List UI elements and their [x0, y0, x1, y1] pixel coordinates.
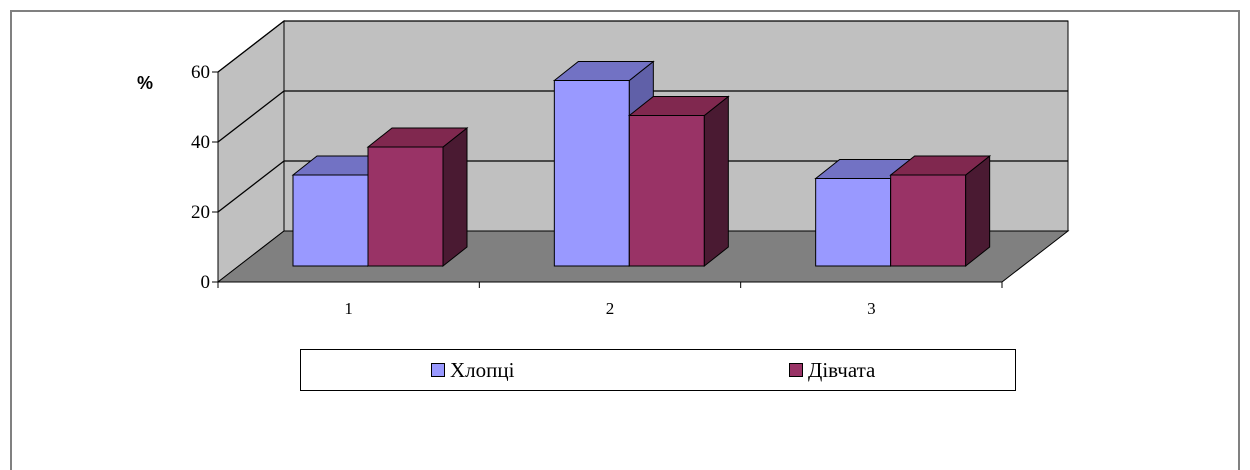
legend-item-series-1: Хлопці: [431, 350, 514, 390]
y-tick-label: 60: [191, 62, 210, 83]
legend-item-series-2: Дівчата: [789, 350, 875, 390]
x-tick-label: 1: [344, 299, 353, 318]
bar-side-series-2-cat-2: [703, 95, 729, 268]
bar-side-series-2-cat-1: [442, 126, 468, 268]
bar-top-series-2-cat-2: [627, 96, 730, 116]
bar-series-1-cat-3: [815, 178, 892, 267]
y-tick-label: 40: [191, 132, 210, 153]
bar-top-series-2-cat-1: [366, 127, 469, 148]
y-tick-label: 20: [191, 202, 210, 223]
bar-series-1-cat-1: [292, 174, 369, 267]
gridline: [217, 20, 1068, 73]
gridline: [217, 90, 1068, 143]
legend-label-series-2: Дівчата: [808, 357, 876, 382]
bar-series-2-cat-1: [367, 146, 444, 267]
bar-top-series-1-cat-2: [552, 61, 655, 81]
x-tick-label: 2: [606, 299, 615, 318]
legend-swatch-series-1: [431, 363, 445, 377]
x-tick-label: 3: [867, 299, 876, 318]
gridline: [217, 160, 1068, 213]
legend-swatch-series-2: [789, 363, 803, 377]
bar-top-series-2-cat-3: [889, 155, 992, 176]
legend-label-series-1: Хлопці: [450, 357, 515, 382]
y-tick-label: 0: [201, 272, 211, 293]
bar-series-2-cat-2: [628, 115, 705, 267]
bar-series-1-cat-2: [553, 80, 630, 267]
legend: Хлопці Дівчата: [300, 349, 1016, 391]
bar-series-2-cat-3: [890, 174, 967, 267]
y-unit-label: %: [137, 73, 153, 93]
